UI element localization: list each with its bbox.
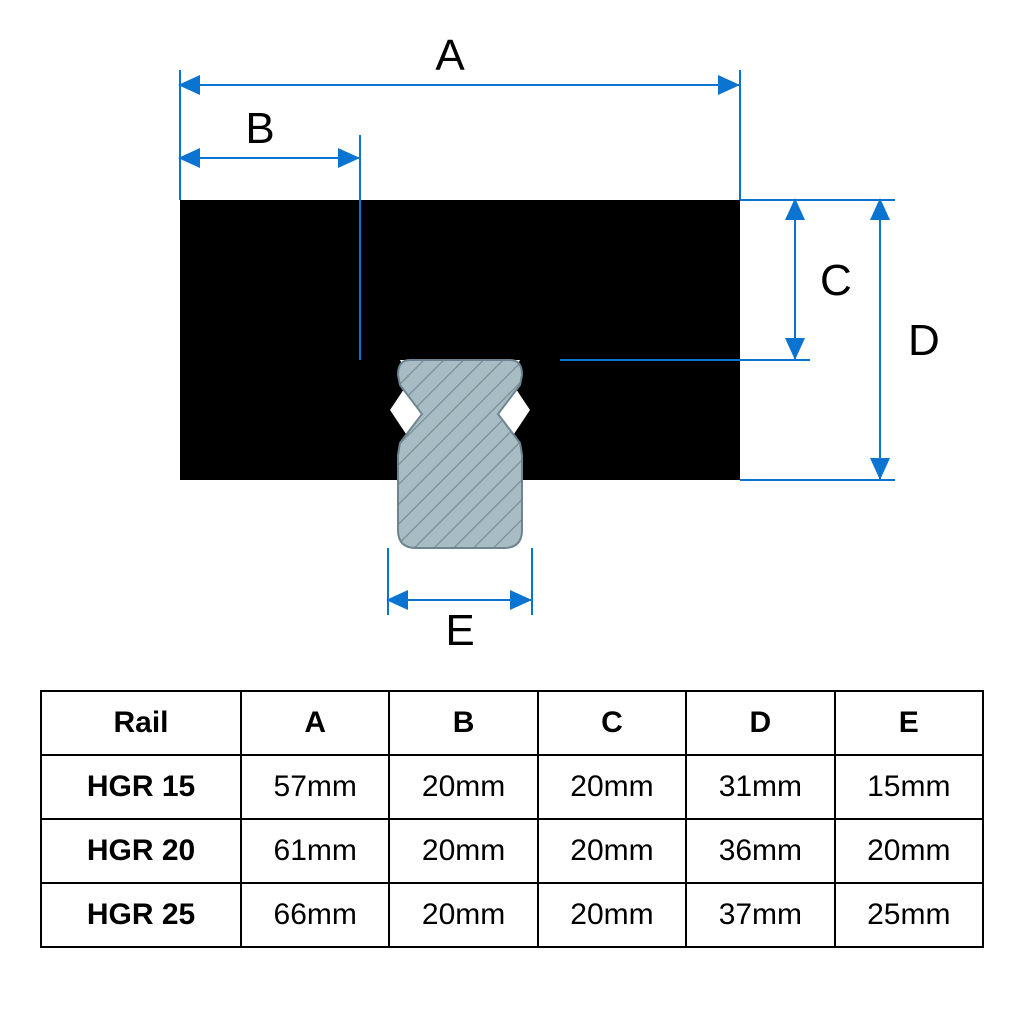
dimensions-table: Rail A B C D E HGR 15 57mm 20mm 20mm 31m… (40, 690, 984, 948)
col-header-B: B (389, 691, 537, 755)
col-header-D: D (686, 691, 834, 755)
dimensions-table-wrapper: Rail A B C D E HGR 15 57mm 20mm 20mm 31m… (40, 690, 984, 948)
table-row: HGR 25 66mm 20mm 20mm 37mm 25mm (41, 883, 983, 947)
dim-label-C: C (820, 256, 852, 305)
cell-D: 37mm (686, 883, 834, 947)
dim-label-B: B (245, 104, 274, 153)
cell-rail: HGR 20 (41, 819, 241, 883)
cell-C: 20mm (538, 819, 686, 883)
rail-profile (398, 360, 522, 548)
cell-A: 66mm (241, 883, 389, 947)
cell-B: 20mm (389, 819, 537, 883)
cell-D: 31mm (686, 755, 834, 819)
cell-E: 25mm (835, 883, 983, 947)
col-header-C: C (538, 691, 686, 755)
cell-rail: HGR 15 (41, 755, 241, 819)
col-header-A: A (241, 691, 389, 755)
diagram-svg: A B D C E (60, 30, 960, 650)
cell-E: 20mm (835, 819, 983, 883)
table-row: HGR 20 61mm 20mm 20mm 36mm 20mm (41, 819, 983, 883)
dim-label-A: A (435, 31, 465, 80)
col-header-E: E (835, 691, 983, 755)
table-row: HGR 15 57mm 20mm 20mm 31mm 15mm (41, 755, 983, 819)
col-header-rail: Rail (41, 691, 241, 755)
rail-cross-section-diagram: A B D C E (60, 30, 960, 650)
dim-label-E: E (445, 606, 474, 650)
cell-D: 36mm (686, 819, 834, 883)
cell-E: 15mm (835, 755, 983, 819)
cell-A: 61mm (241, 819, 389, 883)
cell-rail: HGR 25 (41, 883, 241, 947)
cell-C: 20mm (538, 755, 686, 819)
cell-B: 20mm (389, 883, 537, 947)
cell-B: 20mm (389, 755, 537, 819)
cell-A: 57mm (241, 755, 389, 819)
table-header-row: Rail A B C D E (41, 691, 983, 755)
dim-label-D: D (908, 316, 940, 365)
cell-C: 20mm (538, 883, 686, 947)
